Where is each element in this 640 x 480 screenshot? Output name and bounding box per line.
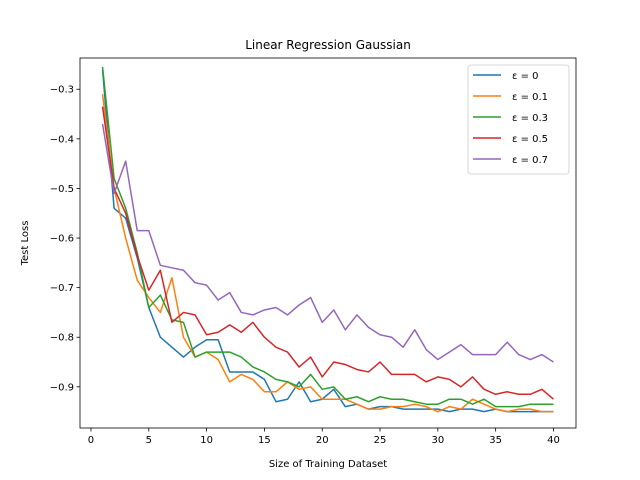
x-tick-label: 0 bbox=[88, 435, 94, 446]
y-tick-label: −0.8 bbox=[50, 333, 74, 344]
x-tick-label: 25 bbox=[374, 435, 387, 446]
x-tick-label: 15 bbox=[258, 435, 271, 446]
legend-label-3: ε = 0.5 bbox=[512, 134, 548, 145]
y-tick-label: −0.3 bbox=[50, 85, 74, 96]
series-line-2 bbox=[101, 66, 554, 408]
y-axis-ticks: −0.3 −0.4 −0.5 −0.6 −0.7 −0.8 −0.9 bbox=[50, 85, 80, 393]
y-tick-label: −0.5 bbox=[50, 184, 74, 195]
y-tick-label: −0.7 bbox=[50, 283, 74, 294]
x-tick-label: 10 bbox=[200, 435, 213, 446]
x-tick-label: 30 bbox=[431, 435, 444, 446]
series-line-4 bbox=[101, 123, 554, 363]
y-tick-label: −0.4 bbox=[50, 134, 74, 145]
series-layer bbox=[101, 66, 554, 413]
y-axis-label: Test Loss bbox=[20, 221, 31, 267]
legend-frame bbox=[467, 64, 570, 175]
chart-title: Linear Regression Gaussian bbox=[245, 38, 411, 52]
legend-label-1: ε = 0.1 bbox=[512, 92, 548, 103]
legend-label-0: ε = 0 bbox=[512, 71, 539, 82]
legend-label-4: ε = 0.7 bbox=[512, 155, 548, 166]
axes-frame bbox=[79, 57, 577, 429]
x-tick-label: 20 bbox=[316, 435, 329, 446]
legend: ε = 0 ε = 0.1 ε = 0.3 ε = 0.5 ε = 0.7 bbox=[467, 64, 570, 175]
x-axis-ticks: 0 5 10 15 20 25 30 35 40 bbox=[88, 428, 560, 446]
x-tick-label: 5 bbox=[146, 435, 152, 446]
y-tick-label: −0.9 bbox=[50, 382, 74, 393]
x-tick-label: 35 bbox=[489, 435, 502, 446]
series-line-0 bbox=[101, 69, 554, 413]
x-axis-label: Size of Training Dataset bbox=[269, 459, 387, 470]
x-tick-label: 40 bbox=[547, 435, 560, 446]
series-line-3 bbox=[101, 106, 554, 400]
legend-label-2: ε = 0.3 bbox=[512, 113, 548, 124]
y-tick-label: −0.6 bbox=[50, 234, 74, 245]
